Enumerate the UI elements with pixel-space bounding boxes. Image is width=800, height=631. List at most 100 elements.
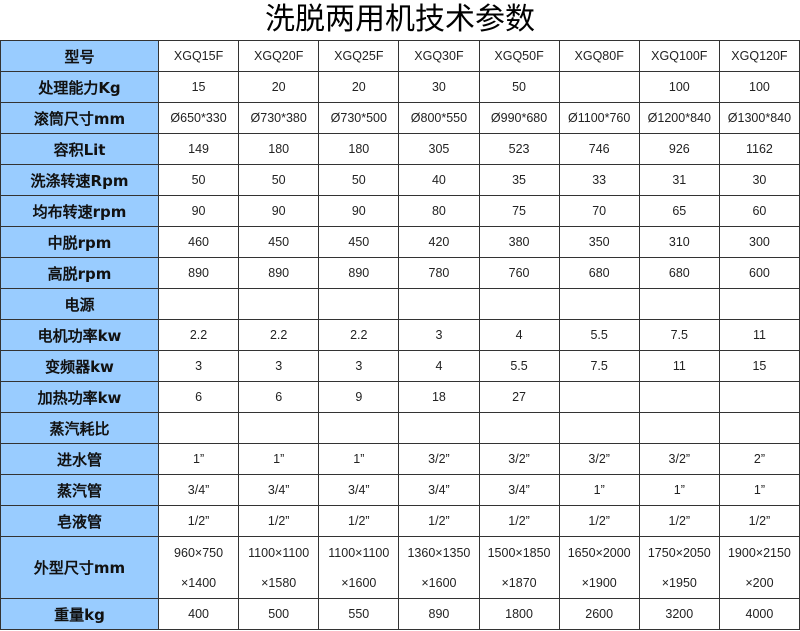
table-cell: 1” xyxy=(157,443,240,475)
table-cell: 100 xyxy=(638,71,720,103)
table-cell: 70 xyxy=(558,195,640,227)
table-row: 高脱rpm 890 890 890 780 760 680 680 600 xyxy=(0,257,800,289)
table-cell: 3 xyxy=(318,350,400,382)
table-cell: 600 xyxy=(718,257,800,289)
table-cell: 3/4” xyxy=(238,474,320,506)
table-cell xyxy=(558,412,640,444)
table-cell: 50 xyxy=(318,164,400,196)
table-cell: 1/2” xyxy=(318,505,400,537)
dimension-line1: 1500×1850 xyxy=(487,545,551,560)
table-row: 电机功率kw 2.2 2.2 2.2 3 4 5.5 7.5 11 xyxy=(0,319,800,351)
table-cell: 27 xyxy=(478,381,560,413)
table-cell: XGQ15F xyxy=(157,40,240,72)
table-row: 加热功率kw 6 6 9 18 27 xyxy=(0,381,800,413)
row-label: 加热功率kw xyxy=(0,381,159,413)
table-cell xyxy=(558,71,640,103)
table-cell: 31 xyxy=(638,164,720,196)
row-label: 变频器kw xyxy=(0,350,159,382)
table-cell: 400 xyxy=(157,598,240,630)
table-row: 洗涤转速Rpm 50 50 50 40 35 33 31 30 xyxy=(0,164,800,196)
table-cell: 3/2” xyxy=(398,443,480,475)
dimension-line2: ×1580 xyxy=(261,575,297,590)
table-cell: 1/2” xyxy=(478,505,560,537)
table-cell: Ø990*680 xyxy=(478,102,560,134)
table-row-weight: 重量kg 400 500 550 890 1800 2600 3200 4000 xyxy=(0,598,800,630)
table-cell: 60 xyxy=(718,195,800,227)
table-cell: 50 xyxy=(157,164,240,196)
row-label: 进水管 xyxy=(0,443,159,475)
table-cell: 2.2 xyxy=(238,319,320,351)
table-cell: 680 xyxy=(558,257,640,289)
table-cell: Ø1200*840 xyxy=(638,102,720,134)
row-label: 型号 xyxy=(0,40,159,72)
table-cell: XGQ50F xyxy=(478,40,560,72)
table-cell: 1” xyxy=(318,443,400,475)
table-cell: 1” xyxy=(638,474,720,506)
table-cell xyxy=(238,412,320,444)
row-label: 高脱rpm xyxy=(0,257,159,289)
table-cell: 746 xyxy=(558,133,640,165)
table-cell: 305 xyxy=(398,133,480,165)
dimension-line2: ×1900 xyxy=(581,575,617,590)
table-cell xyxy=(558,288,640,320)
table-cell: 3 xyxy=(398,319,480,351)
table-cell: 30 xyxy=(398,71,480,103)
table-cell: 11 xyxy=(638,350,720,382)
table-cell: 450 xyxy=(318,226,400,258)
table-cell: 33 xyxy=(558,164,640,196)
table-cell: 890 xyxy=(238,257,320,289)
table-cell: 1/2” xyxy=(558,505,640,537)
table-cell: 75 xyxy=(478,195,560,227)
table-cell: 4000 xyxy=(718,598,800,630)
table-cell xyxy=(478,288,560,320)
table-cell: 1/2” xyxy=(238,505,320,537)
table-cell xyxy=(638,381,720,413)
table-cell: 1800 xyxy=(478,598,560,630)
table-cell: 1100×1100 ×1600 xyxy=(318,536,400,599)
table-cell: 5.5 xyxy=(478,350,560,382)
table-cell: 20 xyxy=(318,71,400,103)
row-label: 中脱rpm xyxy=(0,226,159,258)
table-cell: XGQ20F xyxy=(238,40,320,72)
table-row-dimensions: 外型尺寸mm 960×750 ×1400 1100×1100 ×1580 1100×110… xyxy=(0,536,800,599)
table-cell: 3/4” xyxy=(157,474,240,506)
table-row: 滚筒尺寸mm Ø650*330 Ø730*380 Ø730*500 Ø800*550 Ø9… xyxy=(0,102,800,134)
table-cell: 760 xyxy=(478,257,560,289)
dimension-line2: ×1400 xyxy=(181,575,217,590)
table-cell: 450 xyxy=(238,226,320,258)
table-row: 处理能力Kg 15 20 20 30 50 100 100 xyxy=(0,71,800,103)
table-cell xyxy=(318,288,400,320)
table-row: 进水管 1” 1” 1” 3/2” 3/2” 3/2” 3/2” 2” xyxy=(0,443,800,475)
table-cell xyxy=(398,412,480,444)
table-cell xyxy=(318,412,400,444)
table-cell xyxy=(718,412,800,444)
table-cell: Ø800*550 xyxy=(398,102,480,134)
table-row: 变频器kw 3 3 3 4 5.5 7.5 11 15 xyxy=(0,350,800,382)
table-cell xyxy=(157,288,240,320)
table-row: 蒸汽管 3/4” 3/4” 3/4” 3/4” 3/4” 1” 1” 1” xyxy=(0,474,800,506)
row-label: 处理能力Kg xyxy=(0,71,159,103)
table-cell: 2.2 xyxy=(157,319,240,351)
table-cell: 4 xyxy=(478,319,560,351)
table-row: 容积Lit 149 180 180 305 523 746 926 1162 xyxy=(0,133,800,165)
table-cell: 1/2” xyxy=(638,505,720,537)
table-cell: 15 xyxy=(718,350,800,382)
table-cell: Ø650*330 xyxy=(157,102,240,134)
row-label: 蒸汽耗比 xyxy=(0,412,159,444)
table-cell: 3 xyxy=(157,350,240,382)
table-cell: 300 xyxy=(718,226,800,258)
table-cell: 1” xyxy=(558,474,640,506)
dimension-line2: ×1950 xyxy=(661,575,697,590)
table-cell: 6 xyxy=(157,381,240,413)
table-cell: 3/4” xyxy=(478,474,560,506)
table-cell xyxy=(558,381,640,413)
table-cell: 50 xyxy=(478,71,560,103)
page-title: 洗脱两用机技术参数 xyxy=(265,2,535,37)
table-cell: 550 xyxy=(318,598,400,630)
table-row: 电源 xyxy=(0,288,800,320)
table-cell: 890 xyxy=(318,257,400,289)
table-cell: 310 xyxy=(638,226,720,258)
row-label: 洗涤转速Rpm xyxy=(0,164,159,196)
table-cell: 1” xyxy=(238,443,320,475)
table-cell: 1100×1100 ×1580 xyxy=(238,536,320,599)
